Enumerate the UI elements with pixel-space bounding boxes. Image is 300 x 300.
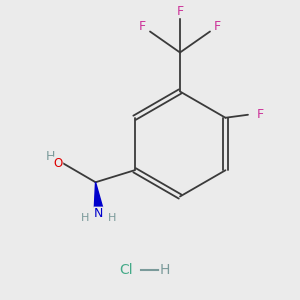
Text: F: F [139,20,146,34]
Text: Cl: Cl [119,263,133,277]
Text: H: H [160,263,170,277]
Text: H: H [46,150,55,163]
Polygon shape [94,182,103,208]
Text: N: N [94,207,103,220]
Text: O: O [53,157,63,170]
Text: F: F [256,108,263,121]
Text: H: H [108,213,116,223]
Text: H: H [81,213,89,223]
Text: F: F [214,20,221,34]
Text: F: F [176,4,184,18]
